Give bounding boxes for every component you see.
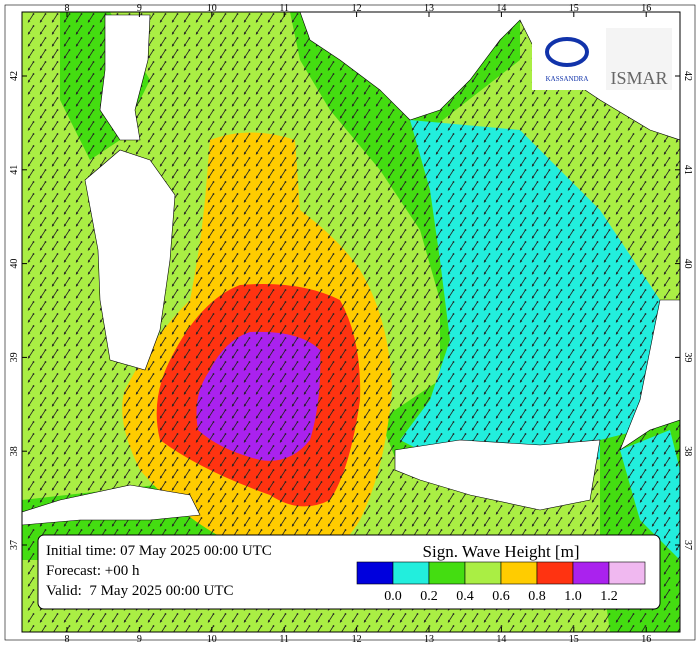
colorbar-label: 1.2 <box>600 589 618 604</box>
lat-label: 37 <box>9 540 20 550</box>
colorbar-cell <box>572 561 610 585</box>
lat-label: 42 <box>682 71 693 81</box>
logo-ring <box>545 37 589 67</box>
lat-label: 41 <box>9 165 20 175</box>
logo-text: ISMAR <box>610 68 667 88</box>
outer-frame <box>4 4 696 641</box>
lat-label: 37 <box>682 540 693 550</box>
land-sardinia <box>84 149 176 371</box>
lon-label: 10 <box>207 3 217 14</box>
land-africa <box>22 484 201 526</box>
land-sicily <box>394 439 601 511</box>
map-area <box>22 12 680 632</box>
colorbar-label: 0.6 <box>492 589 510 604</box>
lon-label: 8 <box>65 634 70 645</box>
lon-label: 16 <box>641 3 651 14</box>
logos: KASSANDRA ISMAR <box>532 28 672 90</box>
lat-label: 38 <box>9 446 20 456</box>
map-frame <box>21 11 681 633</box>
lon-label: 15 <box>569 634 579 645</box>
axis-labels: 8 8 9 9 10 10 11 11 12 12 13 13 14 14 15 15 16 16 42 42 41 41… <box>9 3 693 645</box>
colorbar-cell <box>464 561 502 585</box>
lon-label: 11 <box>279 634 289 645</box>
lon-label: 12 <box>352 3 362 14</box>
lat-label: 38 <box>682 446 693 456</box>
lat-label: 40 <box>9 259 20 269</box>
colorbar-cell <box>608 561 646 585</box>
lon-label: 12 <box>352 634 362 645</box>
colorbar-label: 0.2 <box>420 589 438 604</box>
lat-label: 40 <box>682 259 693 269</box>
colorbar-cell <box>392 561 430 585</box>
info-line: Forecast: +00 h <box>46 563 140 579</box>
legend: 0.0 0.2 0.4 0.6 0.8 1.0 1.2 <box>356 561 646 604</box>
lon-label: 14 <box>496 634 506 645</box>
lon-label: 9 <box>137 3 142 14</box>
lat-label: 39 <box>682 352 693 362</box>
lon-label: 11 <box>279 3 289 14</box>
lon-label: 13 <box>424 634 434 645</box>
info-legend-box <box>37 534 661 610</box>
lon-label: 9 <box>137 634 142 645</box>
colorbar-label: 0.8 <box>528 589 546 604</box>
lat-label: 42 <box>9 71 20 81</box>
logo-box <box>606 28 672 90</box>
legend-title: Sign. Wave Height [m] <box>423 542 580 561</box>
lon-label: 16 <box>641 634 651 645</box>
lon-label: 15 <box>569 3 579 14</box>
lon-label: 13 <box>424 3 434 14</box>
colorbar-label: 0.4 <box>456 589 474 604</box>
land-corsica <box>99 14 151 141</box>
land-calabria <box>619 299 680 451</box>
colorbar-label: 1.0 <box>564 589 582 604</box>
colorbar-label: 0.0 <box>384 589 402 604</box>
colorbar-cell <box>536 561 574 585</box>
lon-label: 10 <box>207 634 217 645</box>
lat-label: 39 <box>9 352 20 362</box>
colorbar-cell <box>428 561 466 585</box>
colorbar-cell <box>500 561 538 585</box>
info-line: Valid: 7 May 2025 00:00 UTC <box>46 583 234 599</box>
logo-text: KASSANDRA <box>546 75 589 83</box>
lon-label: 14 <box>496 3 506 14</box>
colorbar-cell <box>356 561 394 585</box>
info-line: Initial time: 07 May 2025 00:00 UTC <box>46 543 272 559</box>
lat-label: 41 <box>682 165 693 175</box>
lon-label: 8 <box>65 3 70 14</box>
